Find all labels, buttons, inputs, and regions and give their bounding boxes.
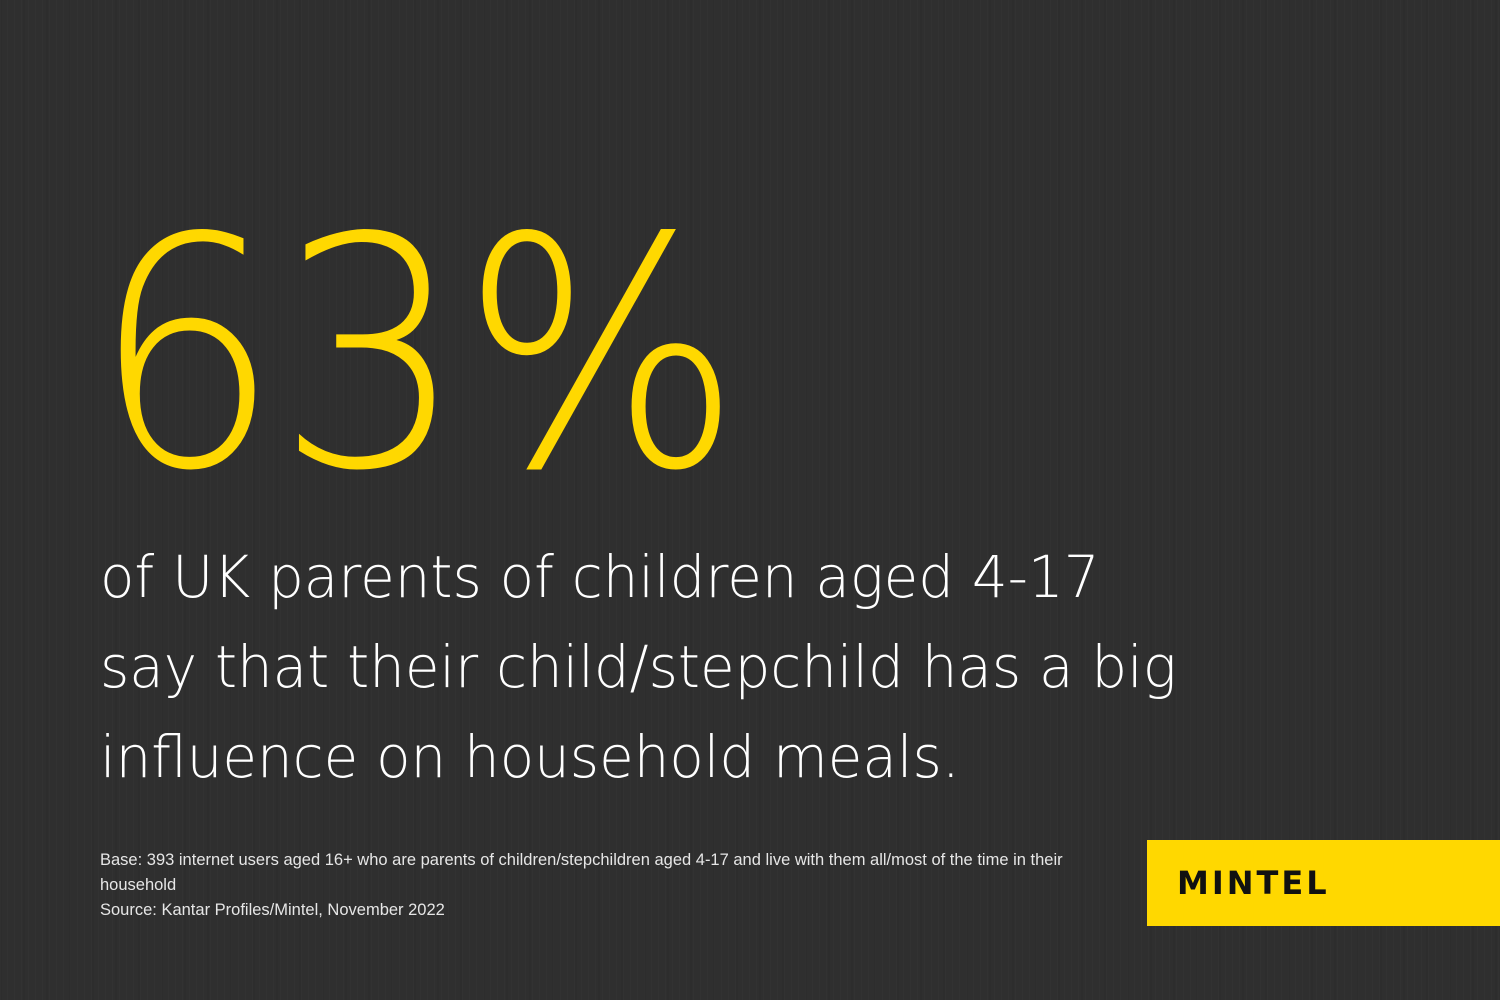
headline-text: of UK parents of children aged 4-17 say … — [100, 532, 1390, 802]
headline-statistic: 63% — [92, 170, 742, 540]
footnotes: Base: 393 internet users aged 16+ who ar… — [100, 848, 1120, 923]
logo-text: MINTEL — [1177, 864, 1330, 902]
mintel-logo: MINTEL — [1147, 840, 1500, 926]
headline-line-1: of UK parents of children aged 4-17 — [100, 543, 1100, 611]
source-note: Source: Kantar Profiles/Mintel, November… — [100, 901, 445, 919]
base-note: Base: 393 internet users aged 16+ who ar… — [100, 851, 1063, 894]
headline-line-2: say that their child/stepchild has a big — [100, 633, 1177, 701]
headline-line-3: influence on household meals. — [100, 723, 960, 791]
